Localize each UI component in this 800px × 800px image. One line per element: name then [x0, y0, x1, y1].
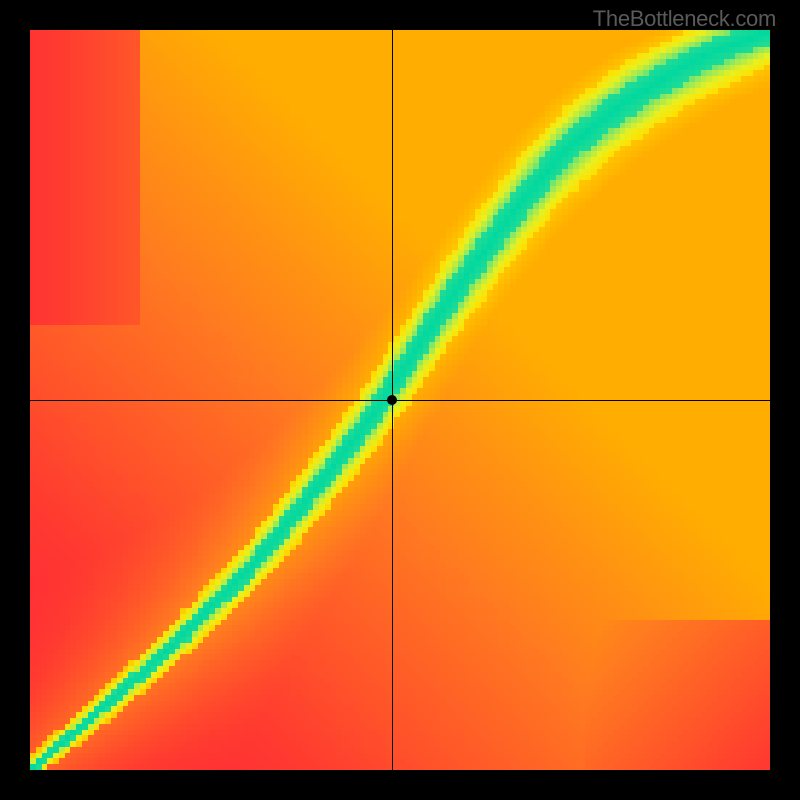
watermark-text: TheBottleneck.com — [593, 6, 776, 32]
crosshair-marker — [387, 395, 397, 405]
heatmap-chart — [30, 30, 770, 770]
crosshair-horizontal — [30, 400, 770, 401]
